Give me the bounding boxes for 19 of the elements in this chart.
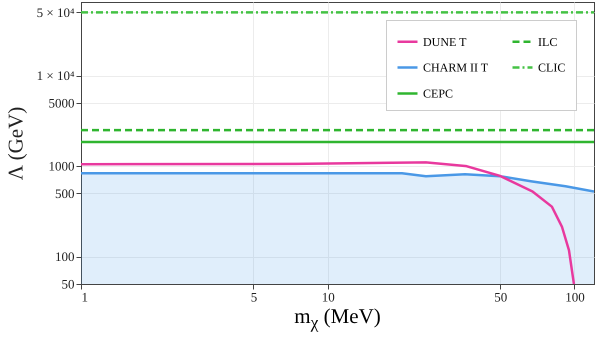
legend-label: CLIC: [538, 60, 566, 74]
x-tick-label: 5: [250, 290, 258, 304]
legend-label: CEPC: [423, 86, 454, 100]
legend-label: CHARM II T: [423, 60, 489, 74]
x-tick-label: 100: [565, 290, 585, 304]
y-tick-label: 5 × 10⁴: [36, 4, 75, 20]
x-tick-label: 10: [322, 290, 335, 304]
x-tick-label: 1: [82, 290, 88, 304]
y-tick-label: 50: [62, 276, 74, 292]
x-tick-label: 50: [494, 290, 508, 304]
y-tick-label: 1 × 10⁴: [36, 68, 75, 84]
y-tick-label: 500: [55, 186, 74, 201]
legend-label: ILC: [538, 34, 558, 49]
y-axis-title: Λ (GeV): [4, 106, 28, 180]
y-tick-label: 1000: [48, 158, 74, 174]
y-tick-label: 5000: [48, 95, 74, 110]
x-axis-title: m$_{χ}$ (MeV): [293, 304, 382, 334]
y-tick-label: 100: [55, 249, 74, 264]
legend-label: DUNE T: [423, 34, 468, 49]
